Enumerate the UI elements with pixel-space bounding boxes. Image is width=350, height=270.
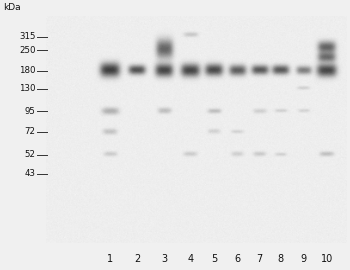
Text: 7: 7 bbox=[257, 254, 263, 264]
Text: 9: 9 bbox=[301, 254, 307, 264]
Text: 315: 315 bbox=[19, 32, 36, 41]
Text: 1: 1 bbox=[107, 254, 113, 264]
Text: 4: 4 bbox=[188, 254, 194, 264]
Text: 6: 6 bbox=[234, 254, 240, 264]
Text: 130: 130 bbox=[19, 84, 36, 93]
Text: 8: 8 bbox=[278, 254, 284, 264]
Text: 43: 43 bbox=[25, 169, 36, 178]
Text: 3: 3 bbox=[161, 254, 167, 264]
Text: 72: 72 bbox=[25, 127, 36, 136]
Text: 10: 10 bbox=[321, 254, 333, 264]
Text: 95: 95 bbox=[25, 107, 36, 116]
Text: 250: 250 bbox=[19, 46, 36, 55]
Text: 2: 2 bbox=[134, 254, 140, 264]
Text: 52: 52 bbox=[25, 150, 36, 159]
Text: 180: 180 bbox=[19, 66, 36, 75]
Text: kDa: kDa bbox=[4, 3, 21, 12]
Text: 5: 5 bbox=[211, 254, 217, 264]
